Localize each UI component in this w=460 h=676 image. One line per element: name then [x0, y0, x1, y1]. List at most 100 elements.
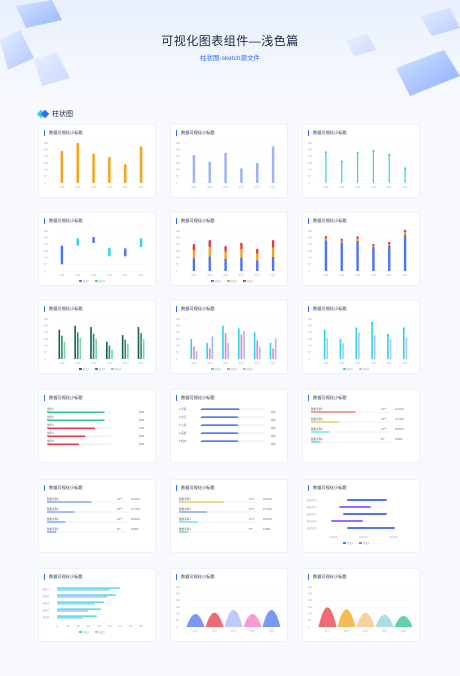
- stacked-bar-segment: [356, 241, 359, 271]
- y-tick-label: 50: [176, 263, 179, 266]
- x-tick-label: 02月: [344, 629, 349, 633]
- chart-svg: 0 50 100 150 200 250 300 01月 02月 03月 04月 05月: [176, 586, 281, 633]
- x-tick-label: 01月: [59, 273, 64, 277]
- y-tick-label: 250: [176, 148, 181, 151]
- chart-title: 数据可视化小标题: [176, 218, 215, 224]
- bar-track: [179, 521, 259, 523]
- x-tick-label: 03月: [355, 273, 360, 277]
- y-tick-label: 150: [44, 338, 49, 341]
- chart-svg: 数据名称1 24个 44.44% 数据名称1 15个 27.76% 数据名称1 10个 18.5…: [47, 497, 140, 533]
- row-label: 类型5: [47, 439, 54, 443]
- x-tick-label: 04月: [371, 361, 376, 365]
- x-tick-label: 05月: [123, 361, 128, 365]
- y-tick-label: 100: [44, 168, 49, 171]
- bar: [256, 163, 259, 183]
- stacked-bar-segment: [340, 242, 343, 271]
- chart-card: 数据可视化小标题 数据名称1 24个 44.44% 数据名称1 15个 27.76% 数据名称…: [38, 479, 156, 553]
- y-tick-label: 250: [308, 236, 313, 239]
- bar-cap: [403, 167, 407, 170]
- row-label: 数据名称1: [311, 427, 323, 431]
- bar: [76, 143, 79, 183]
- stacked-bar-segment: [208, 247, 211, 257]
- page-title: 可视化图表组件—浅色篇: [161, 34, 299, 48]
- legend-swatch: [79, 368, 82, 370]
- y-tick-label: 100: [308, 344, 313, 347]
- stacked-bar-segment: [256, 249, 259, 254]
- bar-cap: [324, 151, 328, 154]
- y-tick-label: 0: [308, 626, 310, 629]
- x-tick-label: 02月: [75, 361, 80, 365]
- bar: [74, 325, 76, 359]
- range-bar: [108, 247, 111, 257]
- y-tick-label: 250: [44, 236, 49, 239]
- x-tick-label: 01月: [191, 273, 196, 277]
- chart-card: 数据可视化小标题 数据1 数据2 数据3 数据4 数据5 0 100 200 300 400 500 6…: [38, 568, 156, 642]
- area-peak: [318, 607, 337, 627]
- chart-title: 数据可视化小标题: [44, 306, 83, 312]
- y-tick-label: 200: [44, 155, 49, 158]
- value-label: 580: [271, 426, 276, 430]
- bar: [311, 421, 339, 423]
- y-tick-label: 100: [176, 168, 181, 171]
- bar: [190, 339, 193, 359]
- bar: [142, 339, 145, 359]
- gantt-bar: [331, 520, 363, 522]
- y-tick-label: 150: [176, 162, 181, 165]
- chart-title: 数据可视化小标题: [44, 218, 83, 224]
- area-peak: [394, 616, 413, 627]
- legend-swatch: [211, 280, 214, 282]
- y-tick-label: 250: [44, 148, 49, 151]
- value-label: 50%: [139, 442, 145, 446]
- stacked-bar-segment: [224, 259, 227, 271]
- bar: [47, 411, 105, 414]
- stacked-bar-segment: [388, 244, 391, 246]
- x-tick-label: 04月: [239, 361, 244, 365]
- x-tick-label: 300: [87, 625, 92, 628]
- bar: [342, 344, 344, 359]
- x-tick-label: 05月: [123, 185, 128, 189]
- legend-swatch: [343, 542, 346, 544]
- row-label: 数据名称: [307, 526, 317, 530]
- y-tick-label: 150: [308, 162, 313, 165]
- row-label: 数据名称1: [311, 437, 323, 441]
- x-tick-label: 06月: [139, 185, 144, 189]
- bar: [121, 335, 124, 359]
- chart-title: 数据可视化小标题: [44, 395, 83, 401]
- chart-title: 数据可视化小标题: [176, 130, 215, 136]
- bar: [47, 427, 95, 430]
- chart-card: 数据可视化小标题 0 50 100 150 200 250 300 01月 02月 03月 04月 05…: [302, 568, 420, 642]
- bar: [238, 328, 240, 359]
- bar: [57, 587, 120, 589]
- legend-swatch: [227, 368, 230, 370]
- range-bar: [139, 238, 143, 247]
- bar: [47, 511, 75, 513]
- y-tick-label: 300: [308, 586, 313, 589]
- bar: [339, 340, 342, 359]
- bar: [201, 432, 239, 434]
- bar-track: [47, 521, 127, 523]
- count-label: 8个: [249, 527, 253, 531]
- bar-cap: [240, 242, 243, 245]
- bar: [259, 347, 261, 359]
- legend-label: 数据1: [83, 630, 90, 634]
- count-label: 10个: [117, 517, 123, 521]
- y-tick-label: 100: [176, 256, 181, 259]
- x-tick-label: 05月: [401, 629, 406, 633]
- y-tick-label: 150: [176, 250, 181, 253]
- bar: [201, 408, 240, 410]
- x-tick-label: 01月: [191, 185, 196, 189]
- bar: [106, 341, 108, 359]
- bar: [47, 419, 105, 422]
- y-tick-label: 50: [176, 351, 179, 354]
- y-tick-label: 50: [44, 263, 47, 266]
- bar: [387, 335, 389, 359]
- y-tick-label: 150: [176, 606, 181, 609]
- bar-cap: [357, 332, 360, 335]
- x-tick-label: 04月: [250, 629, 255, 633]
- legend-label: 数据3: [247, 367, 254, 371]
- y-tick-label: 250: [176, 324, 181, 327]
- bar: [253, 332, 256, 359]
